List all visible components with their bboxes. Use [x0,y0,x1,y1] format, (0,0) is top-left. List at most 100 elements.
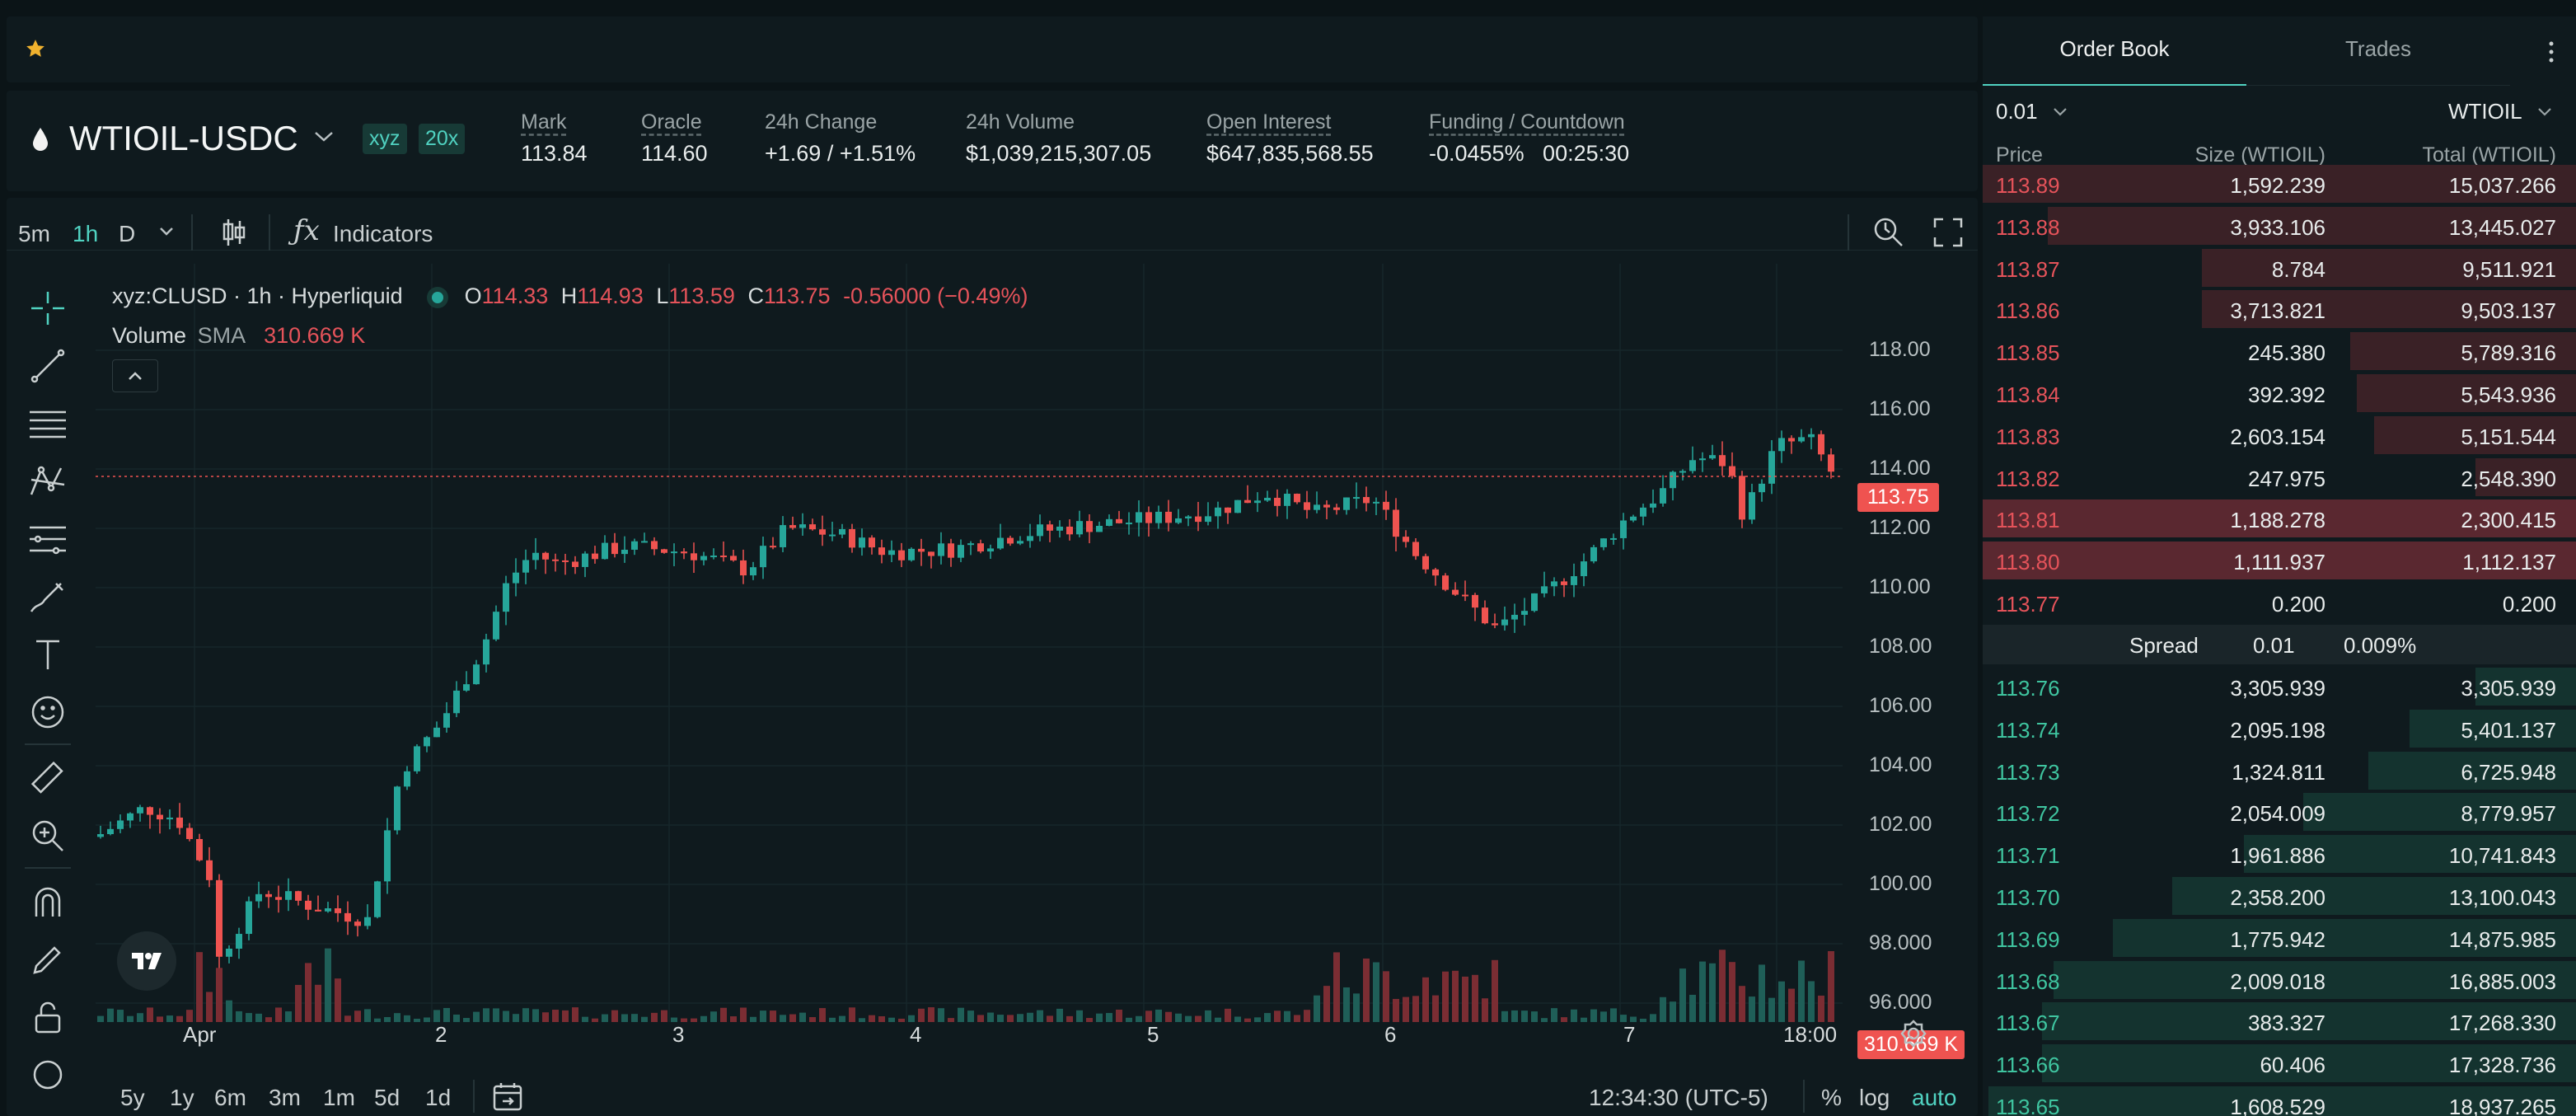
auto-scale-toggle[interactable]: auto [1912,1085,1957,1110]
volume-bar [1037,1010,1043,1022]
candle-body [157,814,163,820]
candle-body [305,900,311,910]
bid-price: 113.73 [1996,759,2060,785]
tick-size-select[interactable]: 0.01 [1996,99,2068,124]
bid-row[interactable]: 113.76 3,305.939 3,305.939 [1983,666,2576,707]
volume-bar [1284,1010,1290,1022]
ask-row[interactable]: 113.88 3,933.106 13,445.027 [1983,205,2576,246]
bid-row[interactable]: 113.71 1,961.886 10,741.843 [1983,833,2576,875]
candle-body [206,860,213,880]
market-selector[interactable]: WTIOIL-USDC [69,119,335,158]
interval-chevron-down-icon[interactable] [158,226,175,241]
tab-order-book-label: Order Book [2059,36,2170,61]
tab-trades-label: Trades [2345,36,2411,61]
volume-bar [878,1015,885,1022]
clock-readout[interactable]: 12:34:30 (UTC-5) [1589,1085,1768,1110]
bid-row[interactable]: 113.69 1,775.942 14,875.985 [1983,917,2576,959]
candle-body [1462,594,1468,597]
volume-bar [1472,974,1478,1022]
ask-row[interactable]: 113.77 0.200 0.200 [1983,582,2576,623]
ask-row[interactable]: 113.84 392.392 5,543.936 [1983,373,2576,414]
price-axis[interactable]: 118.00 116.00 114.00 112.00 110.00 108.0… [1844,264,1976,1059]
bid-row[interactable]: 113.68 2,009.018 16,885.003 [1983,959,2576,1001]
candle-body [1294,494,1300,503]
stat-mark-value: 113.84 [521,141,588,166]
bid-row[interactable]: 113.65 1,608.529 18,937.265 [1983,1085,2576,1116]
price-chart[interactable] [96,264,1978,1116]
zoom-reset-icon[interactable] [1871,214,1907,255]
trend-line-icon[interactable] [25,343,71,389]
function-icon[interactable]: ƒx [293,214,320,247]
bid-row[interactable]: 113.70 2,358.200 13,100.043 [1983,875,2576,917]
time-axis[interactable]: Apr 2 3 4 5 6 7 18:00 [7,1019,1978,1060]
candle-body [1096,525,1103,532]
ask-row[interactable]: 113.89 1,592.239 15,037.266 [1983,163,2576,204]
range-5y[interactable]: 5y [120,1085,145,1110]
fullscreen-icon[interactable] [1932,216,1965,253]
candle-body [562,560,569,562]
candle-body [1521,611,1528,615]
ask-row[interactable]: 113.82 247.975 2,548.390 [1983,457,2576,498]
volume-bar [958,1007,964,1022]
date-range-icon[interactable] [491,1080,524,1116]
volume-bar [1363,958,1370,1022]
ask-row[interactable]: 113.83 2,603.154 5,151.544 [1983,415,2576,456]
favorite-star-icon[interactable] [25,38,49,63]
crosshair-icon[interactable] [25,285,71,331]
tab-order-book[interactable]: Order Book [1983,16,2246,86]
magnet-icon[interactable] [25,879,71,925]
percent-scale-toggle[interactable]: % [1821,1085,1842,1110]
indicators-button[interactable]: Indicators [333,221,433,246]
ruler-icon[interactable] [25,755,71,801]
bid-row[interactable]: 113.67 383.327 17,268.330 [1983,1001,2576,1042]
pattern-icon[interactable] [25,458,71,504]
log-scale-toggle[interactable]: log [1859,1085,1890,1110]
ask-row[interactable]: 113.81 1,188.278 2,300.415 [1983,498,2576,539]
volume-bar [938,1008,944,1022]
emoji-icon[interactable] [25,689,71,735]
range-1m[interactable]: 1m [323,1085,355,1110]
eye-icon[interactable] [25,1052,71,1098]
bid-row[interactable]: 113.66 60.406 17,328.736 [1983,1043,2576,1084]
more-options-icon[interactable] [2543,40,2560,64]
brush-icon[interactable] [25,574,71,620]
tradingview-logo[interactable] [117,931,176,991]
volume-bar [839,1015,845,1022]
candle-body [948,543,954,558]
volume-bar [1116,1009,1122,1022]
ask-row[interactable]: 113.80 1,111.937 1,112.137 [1983,540,2576,581]
text-tool-icon[interactable] [25,631,71,678]
chart-settings-icon[interactable] [1899,1019,1928,1053]
volume-bar [493,1008,499,1022]
bid-row[interactable]: 113.74 2,095.198 5,401.137 [1983,708,2576,749]
range-1y[interactable]: 1y [170,1085,194,1110]
collapse-legend-button[interactable] [112,359,158,392]
bid-row[interactable]: 113.73 1,324.811 6,725.948 [1983,750,2576,791]
range-1d[interactable]: 1d [425,1085,452,1110]
interval-1h[interactable]: 1h [73,221,99,246]
bid-size: 1,961.886 [2230,843,2325,869]
horizontal-lines-icon[interactable] [25,401,71,447]
candle-style-icon[interactable] [218,216,251,253]
volume-bar [542,1012,549,1022]
tab-trades[interactable]: Trades [2246,16,2510,86]
lock-icon[interactable] [25,994,71,1040]
unit-select[interactable]: WTIOIL [2448,99,2552,124]
interval-5m[interactable]: 5m [18,221,50,246]
range-3m[interactable]: 3m [269,1085,301,1110]
range-5d[interactable]: 5d [374,1085,400,1110]
ask-row[interactable]: 113.87 8.784 9,511.921 [1983,247,2576,288]
measure-lines-icon[interactable] [25,516,71,562]
pencil-lock-icon[interactable] [25,936,71,982]
bid-row[interactable]: 113.72 2,054.009 8,779.957 [1983,791,2576,832]
candle-body [226,948,232,957]
interval-d[interactable]: D [119,221,136,246]
stat-mark-label: Mark [521,110,567,134]
zoom-in-icon[interactable] [25,813,71,859]
ask-row[interactable]: 113.85 245.380 5,789.316 [1983,331,2576,372]
ask-row[interactable]: 113.86 3,713.821 9,503.137 [1983,288,2576,330]
candle-body [740,560,747,576]
range-6m[interactable]: 6m [214,1085,246,1110]
volume-bar [1373,962,1379,1022]
volume-bar [750,1016,756,1022]
